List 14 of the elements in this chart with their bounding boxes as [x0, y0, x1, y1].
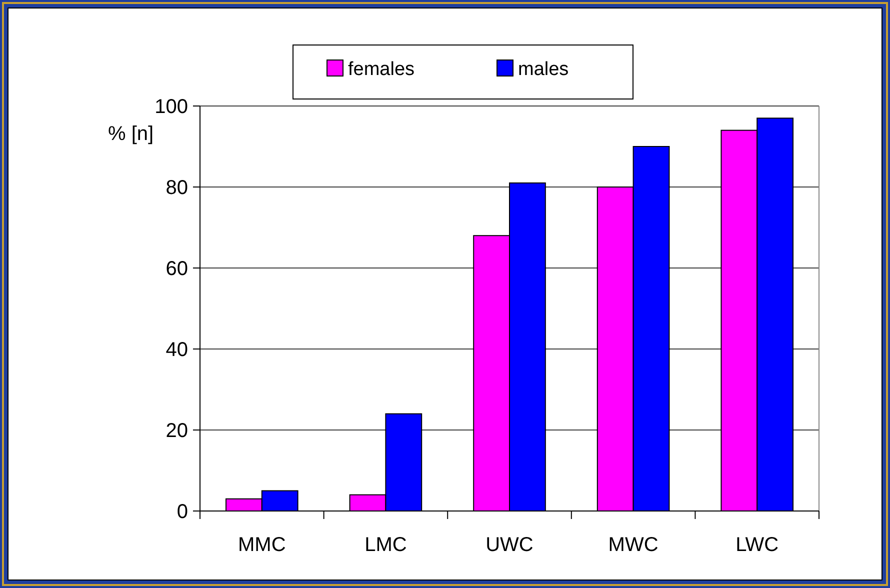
y-tick-label: 100 [154, 96, 188, 118]
x-tick-label: LWC [736, 534, 779, 556]
y-tick-label: 40 [166, 339, 188, 361]
x-tick-label: MWC [608, 534, 658, 556]
x-tick-label: LMC [364, 534, 407, 556]
y-tick-label: 20 [166, 420, 188, 442]
y-tick-label: 0 [176, 501, 188, 523]
x-tick-label: UWC [486, 534, 534, 556]
legend-label: females [348, 59, 415, 80]
legend-label: males [518, 59, 569, 80]
y-axis-title: % [n] [108, 123, 154, 145]
y-tick-label: 80 [166, 177, 188, 199]
y-tick-label: 60 [166, 258, 188, 280]
x-tick-label: MMC [238, 534, 286, 556]
